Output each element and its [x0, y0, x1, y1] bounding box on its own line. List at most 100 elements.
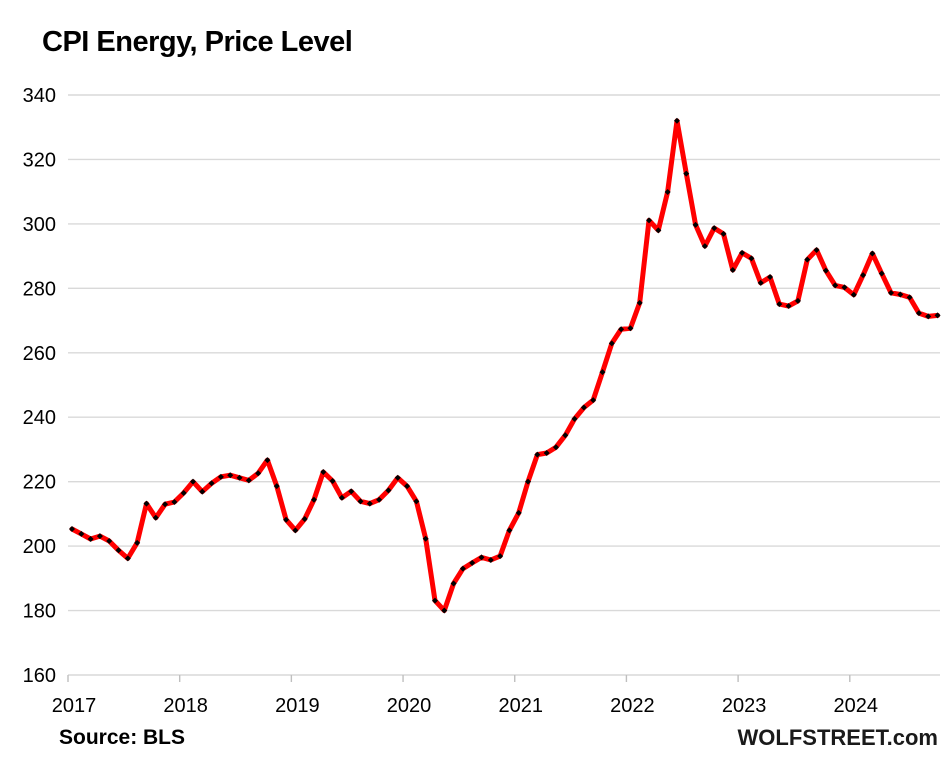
- x-axis-tick-label: 2024: [834, 695, 879, 717]
- x-axis-tick-label: 2023: [722, 695, 767, 717]
- data-point-marker: [283, 516, 290, 523]
- data-point-marker: [590, 397, 597, 404]
- data-point-marker: [78, 530, 85, 537]
- data-point-marker: [134, 539, 141, 546]
- data-point-marker: [394, 474, 401, 481]
- x-axis-tick-label: 2017: [52, 695, 97, 717]
- data-point-marker: [580, 404, 587, 411]
- data-point-marker: [124, 555, 131, 562]
- data-point-marker: [348, 488, 355, 495]
- data-point-marker: [115, 547, 122, 554]
- data-point-marker: [180, 489, 187, 496]
- data-point-marker: [664, 188, 671, 195]
- chart-title: CPI Energy, Price Level: [42, 26, 353, 58]
- data-point-marker: [915, 310, 922, 317]
- y-axis-tick-label: 220: [23, 472, 56, 494]
- data-point-marker: [143, 500, 150, 507]
- data-point-marker: [171, 498, 178, 505]
- data-point-marker: [552, 444, 559, 451]
- data-point-marker: [646, 217, 653, 224]
- y-axis-tick-label: 340: [23, 85, 56, 107]
- data-point-marker: [338, 494, 345, 501]
- data-point-marker: [618, 326, 625, 333]
- x-axis-tick-label: 2018: [163, 695, 208, 717]
- data-point-marker: [748, 255, 755, 262]
- data-point-marker: [506, 527, 513, 534]
- data-point-marker: [850, 291, 857, 298]
- data-point-marker: [804, 256, 811, 263]
- data-point-marker: [199, 488, 206, 495]
- data-point-marker: [934, 312, 941, 319]
- data-point-marker: [162, 501, 169, 508]
- data-point-marker: [236, 474, 243, 481]
- data-point-marker: [497, 553, 504, 560]
- data-point-marker: [785, 303, 792, 310]
- data-point-marker: [87, 536, 94, 543]
- data-point-marker: [683, 170, 690, 177]
- data-point-marker: [515, 509, 522, 516]
- data-point-marker: [255, 470, 262, 477]
- data-point-marker: [739, 249, 746, 256]
- data-point-marker: [860, 272, 867, 279]
- data-point-marker: [329, 478, 336, 485]
- data-point-marker: [208, 480, 215, 487]
- cpi-energy-line: [69, 118, 941, 614]
- y-axis-tick-label: 160: [23, 665, 56, 687]
- data-point-marker: [478, 554, 485, 561]
- data-point-marker: [562, 432, 569, 439]
- data-point-marker: [720, 230, 727, 237]
- data-point-marker: [534, 451, 541, 458]
- data-point-marker: [264, 457, 271, 464]
- data-point-marker: [376, 496, 383, 503]
- data-point-marker: [152, 514, 159, 521]
- data-point-marker: [227, 472, 234, 479]
- data-point-marker: [878, 270, 885, 277]
- data-point-marker: [673, 117, 680, 124]
- source-note: Source: BLS: [59, 726, 186, 749]
- y-axis-tick-label: 320: [23, 149, 56, 171]
- y-axis-tick-label: 180: [23, 601, 56, 623]
- x-axis-tick-label: 2021: [498, 695, 543, 717]
- y-axis-tick-label: 200: [23, 536, 56, 558]
- data-point-marker: [441, 607, 448, 614]
- data-point-marker: [310, 496, 317, 503]
- data-point-marker: [413, 498, 420, 505]
- data-point-marker: [832, 282, 839, 289]
- data-point-marker: [627, 325, 634, 332]
- data-point-marker: [841, 284, 848, 291]
- data-point-marker: [822, 267, 829, 274]
- data-point-marker: [711, 225, 718, 232]
- data-point-marker: [757, 279, 764, 286]
- data-point-marker: [487, 556, 494, 563]
- data-point-marker: [906, 294, 913, 301]
- x-axis-tick-label: 2022: [610, 695, 655, 717]
- data-point-marker: [301, 516, 308, 523]
- data-point-marker: [422, 535, 429, 542]
- data-point-marker: [701, 243, 708, 250]
- data-point-marker: [813, 246, 820, 253]
- data-point-marker: [292, 527, 299, 534]
- data-point-marker: [729, 266, 736, 273]
- data-point-marker: [897, 291, 904, 298]
- data-point-marker: [869, 250, 876, 257]
- data-point-marker: [888, 289, 895, 296]
- data-point-marker: [366, 500, 373, 507]
- data-point-marker: [273, 483, 280, 490]
- wolfstreet-branding: WOLFSTREET.com: [737, 725, 938, 750]
- data-point-marker: [925, 313, 932, 320]
- data-point-marker: [767, 274, 774, 281]
- data-point-marker: [655, 227, 662, 234]
- y-axis-tick-label: 280: [23, 278, 56, 300]
- data-point-marker: [543, 449, 550, 456]
- data-point-marker: [189, 478, 196, 485]
- data-point-marker: [469, 559, 476, 566]
- y-axis-tick-label: 260: [23, 343, 56, 365]
- data-point-marker: [599, 369, 606, 376]
- data-point-marker: [357, 498, 364, 505]
- data-point-marker: [636, 299, 643, 306]
- data-point-marker: [608, 340, 615, 347]
- data-point-marker: [776, 301, 783, 308]
- data-point-marker: [692, 221, 699, 228]
